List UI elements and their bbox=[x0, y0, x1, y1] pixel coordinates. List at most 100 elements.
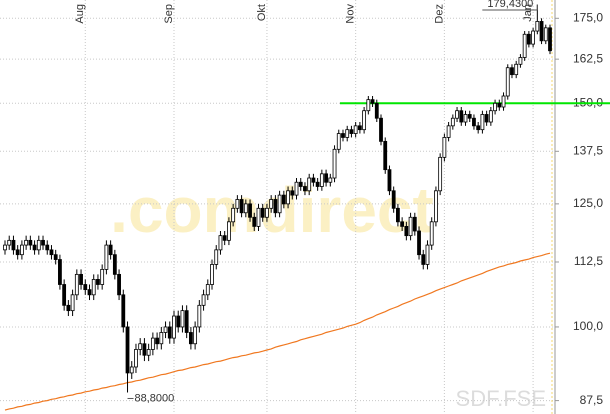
candle-body bbox=[96, 279, 100, 285]
candle-body bbox=[87, 289, 92, 296]
candle-body bbox=[467, 114, 472, 119]
candle-body bbox=[41, 239, 45, 246]
candle-body bbox=[205, 284, 210, 296]
candle-body bbox=[362, 110, 367, 131]
candle-body bbox=[434, 190, 438, 223]
candle-body bbox=[197, 304, 202, 328]
candle-body bbox=[172, 315, 176, 339]
candle-body bbox=[526, 33, 531, 45]
candle-body bbox=[442, 137, 447, 158]
candle-body bbox=[455, 110, 459, 119]
max-label: 179,4300 bbox=[487, 0, 533, 10]
candle-body bbox=[227, 221, 231, 241]
candle-body bbox=[188, 332, 193, 345]
candle-body bbox=[505, 67, 510, 97]
candle-body bbox=[298, 181, 303, 187]
candle-body bbox=[24, 239, 29, 246]
candle-body bbox=[319, 173, 324, 187]
moving-average bbox=[4, 252, 551, 411]
candle-body bbox=[193, 326, 198, 345]
candle-body bbox=[222, 235, 227, 241]
candle-body bbox=[307, 177, 312, 192]
candle-body bbox=[129, 366, 134, 374]
candle-body bbox=[112, 254, 117, 275]
candle-body bbox=[315, 181, 320, 187]
candle-body bbox=[218, 235, 223, 251]
candle-body bbox=[311, 177, 316, 183]
candle-body bbox=[303, 186, 307, 192]
candle-body bbox=[379, 117, 383, 142]
candle-body bbox=[450, 117, 455, 127]
candle-body bbox=[514, 63, 519, 76]
candle-body bbox=[66, 304, 71, 312]
candle-body bbox=[36, 239, 41, 251]
y-tick-label: 137,5 bbox=[573, 143, 603, 157]
candle-body bbox=[472, 117, 476, 127]
candle-body bbox=[269, 199, 274, 209]
candle-body bbox=[518, 57, 523, 65]
candle-body bbox=[180, 310, 185, 328]
candle-body bbox=[294, 181, 299, 196]
candle-body bbox=[214, 249, 219, 265]
candle-body bbox=[146, 349, 151, 356]
candle-body bbox=[370, 99, 375, 104]
candle-body bbox=[117, 273, 121, 296]
candle-body bbox=[150, 337, 155, 350]
candle-body bbox=[539, 21, 544, 42]
candle-body bbox=[163, 326, 168, 333]
candle-body bbox=[408, 216, 413, 237]
candle-body bbox=[15, 249, 20, 256]
candle-body bbox=[446, 125, 451, 138]
candle-body bbox=[281, 194, 286, 205]
candle-body bbox=[357, 125, 362, 131]
candle-body bbox=[366, 99, 371, 112]
candle-body bbox=[510, 67, 514, 76]
candle-body bbox=[142, 343, 147, 356]
candle-body bbox=[235, 199, 240, 209]
candle-body bbox=[155, 337, 159, 345]
candle-body bbox=[108, 244, 113, 256]
candle-body bbox=[32, 244, 37, 251]
candle-body bbox=[121, 294, 126, 328]
candle-body bbox=[336, 133, 341, 150]
y-tick-label: 162,5 bbox=[573, 51, 603, 65]
candle-body bbox=[328, 177, 333, 183]
candle-body bbox=[391, 190, 396, 209]
watermark: .comdirect bbox=[110, 174, 434, 246]
symbol: SDF.FSE bbox=[456, 386, 546, 411]
candle-body bbox=[421, 254, 426, 265]
candle-body bbox=[125, 326, 130, 374]
candle-body bbox=[459, 110, 464, 123]
y-tick-label: 175,0 bbox=[573, 10, 603, 24]
candle-body bbox=[324, 173, 328, 183]
candle-body bbox=[83, 284, 88, 291]
candle-body bbox=[493, 102, 497, 112]
candle-body bbox=[286, 190, 290, 205]
candle-body bbox=[184, 310, 189, 333]
candle-body bbox=[58, 259, 62, 285]
candle-body bbox=[548, 27, 552, 52]
candle-body bbox=[176, 315, 181, 328]
candle-body bbox=[535, 21, 540, 32]
candle-body bbox=[497, 102, 502, 108]
candle-body bbox=[476, 125, 481, 131]
candle-body bbox=[11, 239, 16, 251]
candle-body bbox=[404, 225, 409, 237]
candle-body bbox=[45, 244, 50, 251]
y-tick-label: 87,5 bbox=[580, 393, 604, 407]
candle-body bbox=[19, 244, 24, 256]
candle-body bbox=[53, 254, 58, 260]
x-tick-label: Aug bbox=[74, 4, 86, 24]
candle-body bbox=[260, 207, 265, 218]
candle-body bbox=[201, 294, 206, 306]
candle-body bbox=[374, 102, 379, 119]
candle-body bbox=[387, 169, 392, 192]
candle-body bbox=[480, 114, 485, 131]
candle-body bbox=[239, 199, 244, 214]
candle-body bbox=[28, 239, 33, 246]
candle-body bbox=[531, 30, 536, 45]
candle-body bbox=[7, 239, 12, 246]
candle-body bbox=[210, 264, 214, 285]
candle-body bbox=[501, 95, 506, 108]
